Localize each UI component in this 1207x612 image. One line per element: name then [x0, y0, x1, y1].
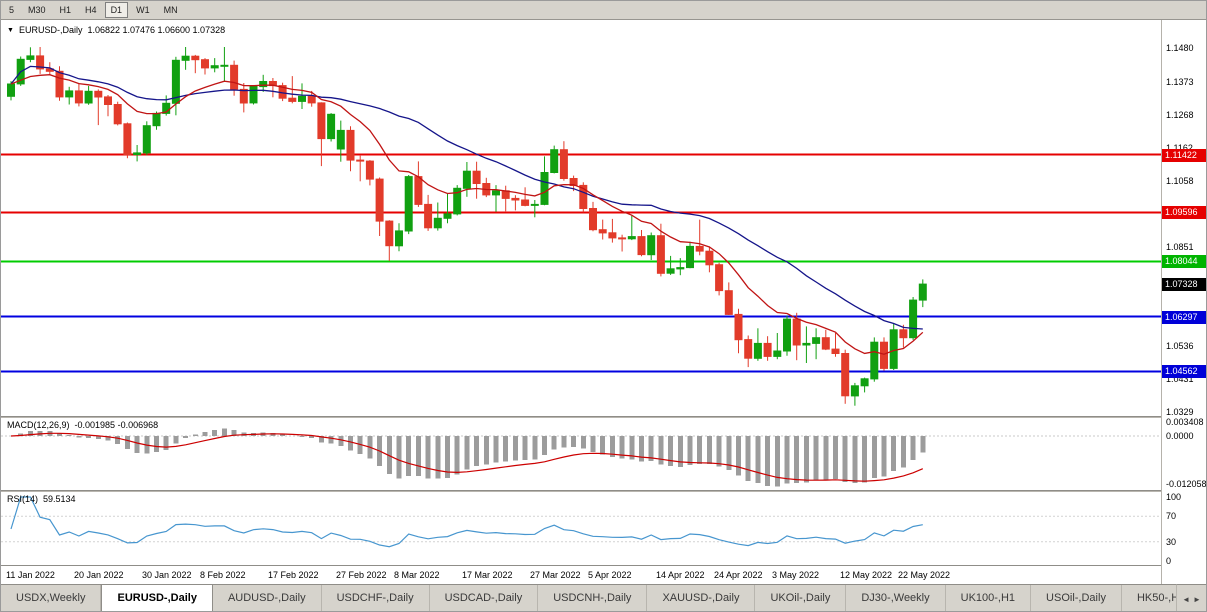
date-axis-label: 17 Feb 2022 — [268, 570, 319, 580]
chart-tab-bar: USDX,Weekly EURUSD-,Daily AUDUSD-,Daily USD… — [1, 584, 1206, 611]
date-axis-label: 22 May 2022 — [898, 570, 951, 580]
chart-tab-xauusd-daily[interactable]: XAUUSD-,Daily — [647, 585, 756, 611]
date-axis-label: 17 Mar 2022 — [462, 570, 513, 580]
rsi-indicator-value: 59.5134 — [43, 494, 76, 504]
date-axis-label: 27 Feb 2022 — [336, 570, 387, 580]
moving-average-fast-line — [10, 74, 924, 355]
price-axis[interactable]: 1.1480 1.1373 1.1268 1.1162 1.1058 1.0851 1.05… — [1161, 20, 1207, 584]
chart-title: ▼ EURUSD-,Daily 1.06822 1.07476 1.06600 … — [7, 25, 225, 35]
price-level-badge: 1.07328 — [1162, 278, 1206, 291]
pane-resize-handle[interactable] — [1, 490, 1206, 492]
date-axis-label: 12 May 2022 — [840, 570, 893, 580]
date-axis-label: 3 May 2022 — [772, 570, 820, 580]
tab-scroll-left-button[interactable]: ◄ — [1182, 594, 1190, 604]
rsi-line — [10, 496, 923, 548]
date-axis-label: 5 Apr 2022 — [588, 570, 632, 580]
macd-label: MACD(12,26,9) -0.001985 -0.006968 — [7, 420, 158, 430]
date-axis-label: 20 Jan 2022 — [74, 570, 124, 580]
moving-average-slow-line — [10, 65, 923, 330]
date-axis-label: 14 Apr 2022 — [656, 570, 705, 580]
price-axis-label: 1.1058 — [1166, 176, 1194, 186]
timeframe-button-d1[interactable]: D1 — [104, 2, 129, 18]
chart-tab-usdchf-daily[interactable]: USDCHF-,Daily — [322, 585, 430, 611]
rsi-axis-label: 100 — [1166, 492, 1182, 502]
chart-tab-uk100-h1[interactable]: UK100-,H1 — [946, 585, 1032, 611]
date-axis-label: 8 Mar 2022 — [394, 570, 440, 580]
chart-tab-eurusd-daily[interactable]: EURUSD-,Daily — [101, 585, 213, 611]
chart-tab-audusd-daily[interactable]: AUDUSD-,Daily — [213, 585, 322, 611]
macd-axis-label: -0.012058 — [1166, 479, 1207, 489]
timeframe-toolbar: 5 M30 H1 H4 D1 W1 MN — [1, 1, 1206, 20]
time-axis[interactable]: 11 Jan 2022 20 Jan 2022 30 Jan 2022 8 Feb 2… — [1, 565, 1161, 584]
timeframe-button-5[interactable]: 5 — [9, 5, 15, 15]
chart-tab-usdx-weekly[interactable]: USDX,Weekly — [1, 585, 102, 611]
date-axis-label: 11 Jan 2022 — [6, 570, 55, 580]
macd-axis-label: 0.0000 — [1166, 431, 1194, 441]
macd-axis-label: 0.003408 — [1166, 417, 1204, 427]
chart-ohlc-values: 1.06822 1.07476 1.06600 1.07328 — [87, 25, 226, 35]
price-level-badge: 1.11422 — [1162, 149, 1206, 162]
date-axis-label: 30 Jan 2022 — [142, 570, 192, 580]
price-axis-label: 1.0329 — [1166, 407, 1194, 417]
rsi-label: RSI(14) 59.5134 — [7, 494, 76, 504]
rsi-indicator-name: RSI(14) — [7, 494, 39, 504]
chart-tab-ukoil-daily[interactable]: UKOil-,Daily — [755, 585, 847, 611]
date-axis-label: 8 Feb 2022 — [200, 570, 246, 580]
chart-dropdown-icon[interactable]: ▼ — [7, 26, 14, 34]
tab-scroll-controls: ◄ ► — [1176, 584, 1206, 611]
timeframe-button-mn[interactable]: MN — [163, 5, 178, 15]
price-level-badge: 1.09596 — [1162, 206, 1206, 219]
date-axis-label: 27 Mar 2022 — [530, 570, 581, 580]
chart-symbol-label: EURUSD-,Daily — [18, 25, 83, 35]
macd-signal-line — [10, 432, 924, 482]
chart-tab-dj30-weekly[interactable]: DJ30-,Weekly — [846, 585, 946, 611]
macd-canvas[interactable] — [1, 418, 1161, 490]
chart-tab-usdcnh-daily[interactable]: USDCNH-,Daily — [538, 585, 648, 611]
price-axis-label: 1.0851 — [1166, 242, 1194, 252]
timeframe-button-w1[interactable]: W1 — [136, 5, 150, 15]
macd-indicator-pane[interactable]: MACD(12,26,9) -0.001985 -0.006968 — [1, 418, 1161, 490]
price-level-badge: 1.04562 — [1162, 365, 1206, 378]
pane-resize-handle[interactable] — [1, 416, 1206, 418]
timeframe-button-h4[interactable]: H4 — [85, 5, 97, 15]
rsi-indicator-pane[interactable]: RSI(14) 59.5134 — [1, 492, 1161, 564]
timeframe-button-m30[interactable]: M30 — [28, 5, 46, 15]
timeframe-button-h1[interactable]: H1 — [59, 5, 72, 15]
rsi-axis-label: 30 — [1166, 537, 1177, 547]
price-axis-label: 1.1373 — [1166, 77, 1194, 87]
price-level-badge: 1.08044 — [1162, 255, 1206, 268]
chart-tab-usdcad-daily[interactable]: USDCAD-,Daily — [430, 585, 539, 611]
macd-indicator-name: MACD(12,26,9) — [7, 420, 70, 430]
price-chart-canvas[interactable] — [1, 20, 1161, 416]
rsi-axis-label: 70 — [1166, 511, 1177, 521]
price-level-badge: 1.06297 — [1162, 311, 1206, 324]
price-axis-label: 1.0536 — [1166, 341, 1194, 351]
price-axis-label: 1.0431 — [1166, 374, 1194, 384]
candlesticks-layer — [7, 47, 927, 406]
price-chart-pane[interactable]: ▼ EURUSD-,Daily 1.06822 1.07476 1.06600 … — [1, 20, 1161, 416]
chart-tab-usoil-daily[interactable]: USOil-,Daily — [1031, 585, 1122, 611]
price-axis-label: 1.1162 — [1166, 143, 1193, 153]
rsi-axis-label: 0 — [1166, 556, 1172, 566]
macd-indicator-values: -0.001985 -0.006968 — [74, 420, 159, 430]
rsi-canvas[interactable] — [1, 492, 1161, 564]
price-axis-label: 1.1480 — [1166, 43, 1194, 53]
price-axis-label: 1.1268 — [1166, 110, 1194, 120]
date-axis-label: 24 Apr 2022 — [714, 570, 763, 580]
tab-scroll-right-button[interactable]: ► — [1193, 594, 1201, 604]
